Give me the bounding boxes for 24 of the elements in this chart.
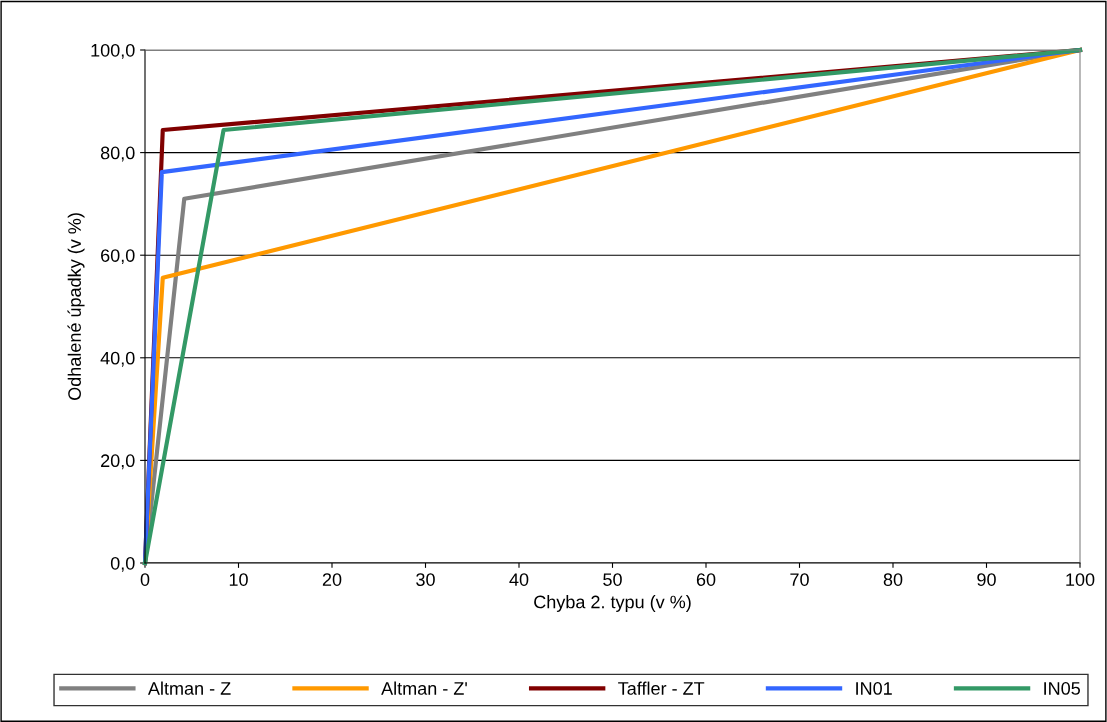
x-tick-label: 80 <box>883 573 903 586</box>
x-axis-title: Chyba 2. typu (v %) <box>534 595 691 612</box>
x-tick-label: 40 <box>509 573 529 586</box>
y-tick-label: 40,0 <box>100 351 135 367</box>
x-tick-label: 10 <box>229 573 248 586</box>
y-tick-label: 100,0 <box>91 43 135 59</box>
x-tick-label: 20 <box>322 573 342 586</box>
x-tick-label: 90 <box>977 573 996 586</box>
legend-label: Altman - Z' <box>381 681 467 695</box>
x-tick-label: 30 <box>416 573 435 586</box>
x-tick-label: 100 <box>1066 573 1095 586</box>
legend-label: Taffler - ZT <box>618 681 705 695</box>
legend-label: IN01 <box>856 682 892 695</box>
legend-label: IN05 <box>1044 682 1080 695</box>
x-tick-label: 70 <box>790 573 809 586</box>
x-tick-label: 50 <box>603 573 622 586</box>
y-tick-label: 80,0 <box>100 146 135 162</box>
y-tick-label: 0,0 <box>110 556 135 572</box>
y-axis-title: Odhalené úpadky (v %) <box>67 213 85 400</box>
y-tick-label: 20,0 <box>101 454 135 470</box>
legend-label: Altman - Z <box>147 681 231 695</box>
y-tick-label: 60,0 <box>101 249 135 265</box>
x-tick-label: 0 <box>140 573 150 586</box>
x-tick-label: 60 <box>696 573 716 586</box>
